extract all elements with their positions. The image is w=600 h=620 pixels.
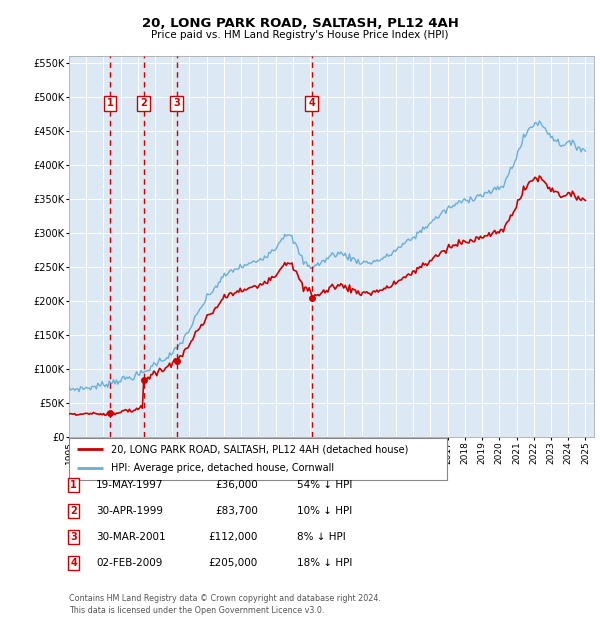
Text: 2: 2 — [70, 506, 77, 516]
Text: 54% ↓ HPI: 54% ↓ HPI — [297, 480, 352, 490]
Text: 02-FEB-2009: 02-FEB-2009 — [96, 558, 163, 568]
Text: £36,000: £36,000 — [215, 480, 258, 490]
Text: 30-MAR-2001: 30-MAR-2001 — [96, 532, 166, 542]
Text: 10% ↓ HPI: 10% ↓ HPI — [297, 506, 352, 516]
Text: £205,000: £205,000 — [209, 558, 258, 568]
Text: 4: 4 — [70, 558, 77, 568]
Text: 20, LONG PARK ROAD, SALTASH, PL12 4AH: 20, LONG PARK ROAD, SALTASH, PL12 4AH — [142, 17, 458, 30]
Text: 30-APR-1999: 30-APR-1999 — [96, 506, 163, 516]
Text: 2: 2 — [140, 99, 147, 108]
Text: £112,000: £112,000 — [209, 532, 258, 542]
Text: 19-MAY-1997: 19-MAY-1997 — [96, 480, 163, 490]
Text: 3: 3 — [70, 532, 77, 542]
Text: 3: 3 — [173, 99, 180, 108]
Text: 4: 4 — [308, 99, 315, 108]
Text: 1: 1 — [107, 99, 113, 108]
Text: Price paid vs. HM Land Registry's House Price Index (HPI): Price paid vs. HM Land Registry's House … — [151, 30, 449, 40]
Text: HPI: Average price, detached house, Cornwall: HPI: Average price, detached house, Corn… — [110, 464, 334, 474]
Text: 8% ↓ HPI: 8% ↓ HPI — [297, 532, 346, 542]
Text: 20, LONG PARK ROAD, SALTASH, PL12 4AH (detached house): 20, LONG PARK ROAD, SALTASH, PL12 4AH (d… — [110, 444, 408, 454]
Text: Contains HM Land Registry data © Crown copyright and database right 2024.
This d: Contains HM Land Registry data © Crown c… — [69, 594, 381, 615]
Text: 1: 1 — [70, 480, 77, 490]
Text: 18% ↓ HPI: 18% ↓ HPI — [297, 558, 352, 568]
Text: £83,700: £83,700 — [215, 506, 258, 516]
